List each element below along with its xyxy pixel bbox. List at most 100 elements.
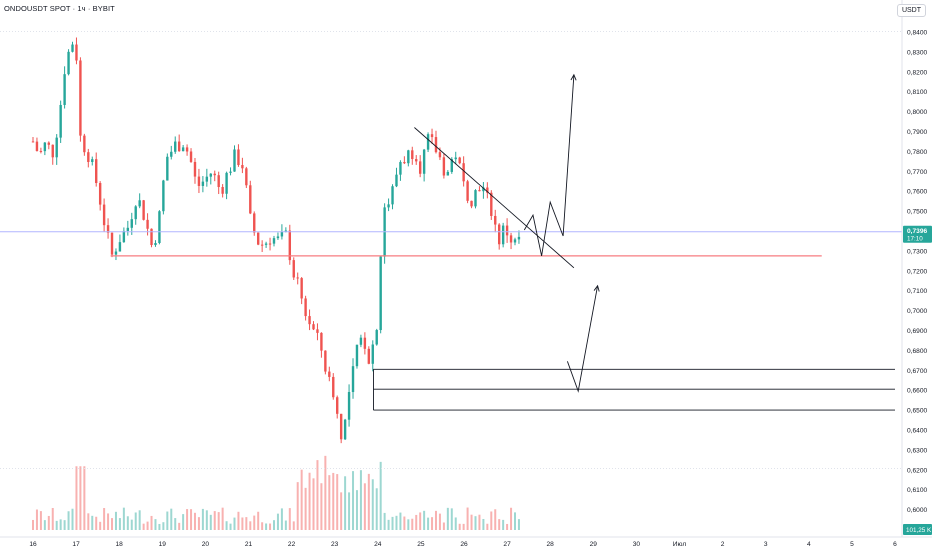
time-axis[interactable]: 16 17 18 19 20 21 22 23 24 25 26 27 28 29 30 Июл 2 3 4 5 6: [0, 536, 932, 550]
candle-body: [268, 243, 272, 245]
volume-bar: [91, 515, 94, 530]
volume-bar: [498, 519, 501, 530]
candle-body: [501, 225, 505, 245]
volume-bar: [454, 517, 457, 530]
candle-body: [71, 44, 74, 52]
candle-body: [339, 413, 343, 440]
candle-body: [292, 260, 295, 278]
candle-body: [209, 173, 212, 177]
volume-bar: [320, 483, 323, 530]
volume-bar: [300, 469, 303, 530]
time-tick-label: 17: [72, 541, 80, 548]
currency-button[interactable]: USDT: [896, 4, 926, 17]
volume-bar: [103, 508, 106, 530]
volume-bar: [150, 515, 153, 530]
candle-body: [253, 213, 256, 233]
volume-bar: [209, 514, 212, 530]
time-tick-label: 20: [202, 541, 210, 548]
time-tick-label: Июл: [673, 541, 687, 548]
candle-body: [328, 371, 331, 377]
volume-bar: [39, 511, 42, 530]
volume-bar: [249, 521, 252, 530]
candle-body: [355, 344, 359, 367]
candle-body: [517, 236, 521, 240]
candle-body: [102, 204, 106, 226]
volume-bar: [233, 517, 236, 530]
volume-bar: [288, 508, 291, 530]
price-tick-label: 0,6300: [907, 447, 928, 454]
volume-bar: [438, 513, 441, 530]
symbol-title[interactable]: ONDOUSDT SPOT · 1ч · BYBIT: [4, 4, 115, 13]
volume-bar: [434, 510, 437, 530]
candle-body: [466, 181, 469, 201]
volume-bar: [446, 507, 449, 530]
candle-body: [422, 149, 426, 174]
candle-body: [134, 206, 137, 220]
price-tick-label: 0,7700: [907, 169, 928, 176]
candle-body: [379, 256, 382, 331]
candle-body: [59, 104, 62, 138]
volume-bar: [245, 517, 248, 530]
volume-bar: [462, 523, 465, 530]
price-axis-bg: [902, 0, 932, 550]
price-tick-label: 0,7100: [907, 288, 928, 295]
candle-body: [83, 135, 86, 153]
candle-body: [55, 137, 58, 158]
volume-bar: [308, 472, 311, 530]
volume-bar: [118, 518, 121, 530]
candle-body: [245, 168, 248, 186]
candle-body: [130, 219, 133, 228]
price-tick-label: 0,6000: [907, 507, 928, 514]
volume-bar: [237, 511, 240, 530]
volume-bar: [71, 508, 74, 530]
candle-body: [505, 225, 509, 236]
candle-body: [166, 156, 169, 181]
volume-bar: [348, 492, 351, 530]
volume-bar: [111, 518, 114, 530]
horizontal-lines: [0, 31, 902, 469]
volume-bar: [55, 520, 58, 530]
volume-bar: [107, 513, 110, 530]
candle-body: [387, 204, 390, 208]
volume-bar: [506, 523, 509, 530]
volume-bar: [324, 455, 327, 530]
volume-bar: [363, 483, 366, 530]
candle-body: [39, 150, 43, 152]
candle-body: [146, 219, 149, 229]
volume-bar: [458, 523, 461, 530]
volume-bar: [296, 482, 299, 530]
candle-body: [75, 44, 78, 61]
candle-body: [494, 215, 497, 225]
volume-bar: [336, 474, 339, 530]
price-tick-label: 0,7900: [907, 129, 928, 136]
candle-body: [162, 180, 165, 212]
time-tick-label: 22: [288, 541, 296, 548]
price-tick-label: 0,8400: [907, 30, 928, 37]
price-axis[interactable]: 0,8400 0,8300 0,8200 0,8100 0,8000 0,7900 0,78…: [901, 0, 932, 550]
volume-bar: [352, 471, 355, 530]
volume-bar: [367, 473, 370, 530]
time-tick-label: 4: [807, 541, 811, 548]
projection-up-path: [523, 74, 575, 256]
candle-body: [363, 337, 367, 349]
time-tick-label: 6: [893, 541, 897, 548]
volume-bar: [359, 470, 362, 530]
time-tick-label: 24: [374, 541, 382, 548]
volume-bar: [35, 509, 38, 530]
candle-body: [411, 150, 414, 160]
drawings[interactable]: [373, 73, 895, 411]
time-tick-label: 2: [721, 541, 725, 548]
volume-bar: [494, 509, 497, 530]
volume-bar: [470, 514, 473, 530]
price-tick-label: 0,7500: [907, 209, 928, 216]
candle-body: [446, 171, 450, 176]
volume-bar: [391, 516, 394, 530]
candle-body: [391, 186, 394, 205]
candle-body: [371, 344, 374, 364]
volume-bar: [193, 512, 196, 530]
volume-bar: [292, 521, 295, 530]
candle-body: [106, 225, 110, 233]
candle-body: [320, 332, 323, 351]
